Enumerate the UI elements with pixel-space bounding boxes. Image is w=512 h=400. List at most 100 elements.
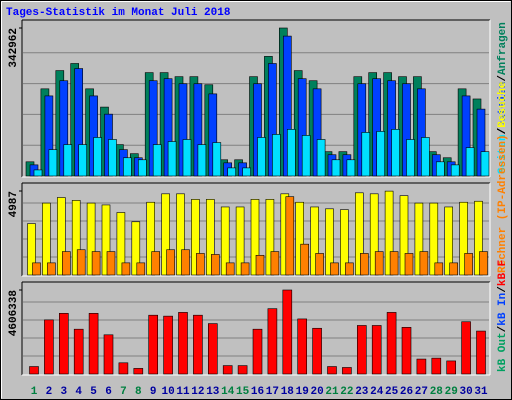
bar — [374, 251, 384, 276]
bar — [465, 147, 475, 177]
y-tick-label: 4606338 — [8, 290, 20, 337]
x-tick-label: 7 — [120, 386, 127, 398]
x-tick-label: 4 — [75, 386, 82, 398]
bar — [78, 144, 87, 177]
bar — [27, 223, 36, 276]
x-tick-label: 13 — [206, 386, 220, 398]
bar — [146, 201, 155, 276]
bar — [315, 253, 324, 276]
bar — [450, 164, 460, 177]
bar — [312, 327, 322, 375]
bar — [225, 262, 235, 276]
bar — [48, 149, 58, 177]
bar — [58, 313, 69, 375]
x-tick-label: 20 — [310, 386, 323, 398]
bar — [212, 142, 222, 177]
legend: Seiten/Dateien/Anfragen — [497, 22, 509, 174]
bar — [47, 262, 56, 276]
bar — [181, 249, 190, 276]
x-tick-label: 9 — [150, 386, 157, 398]
bar — [166, 249, 175, 276]
bar — [429, 202, 439, 276]
bar — [103, 334, 114, 375]
x-tick-label: 31 — [474, 386, 488, 398]
x-tick-label: 18 — [281, 386, 295, 398]
bar — [431, 357, 442, 375]
bar — [178, 312, 188, 375]
x-tick-label: 15 — [236, 386, 250, 398]
bar — [255, 254, 265, 276]
bar — [459, 201, 468, 276]
bar — [376, 131, 386, 177]
bar — [193, 314, 203, 375]
bar — [331, 159, 341, 177]
bar — [148, 314, 158, 375]
bar — [435, 161, 445, 177]
bar — [136, 262, 146, 276]
bar — [316, 139, 326, 177]
bar — [151, 251, 160, 276]
bar — [138, 159, 147, 177]
x-tick-label: 14 — [221, 386, 235, 398]
bar — [222, 365, 233, 375]
legend-entry: kB Out — [497, 332, 509, 372]
bar — [163, 315, 173, 375]
bar — [371, 325, 382, 375]
bar — [480, 151, 490, 177]
bar — [270, 251, 280, 276]
bar — [404, 253, 414, 276]
bar — [63, 144, 73, 177]
bar — [118, 362, 129, 375]
bar — [61, 251, 71, 276]
x-tick-label: 29 — [445, 386, 458, 398]
x-tick-label: 10 — [161, 386, 174, 398]
x-tick-label: 5 — [90, 386, 97, 398]
bar — [33, 169, 43, 177]
bar — [401, 327, 412, 375]
x-tick-label: 8 — [135, 386, 142, 398]
bar — [86, 202, 96, 276]
bar — [42, 202, 51, 276]
bar — [399, 195, 409, 276]
legend-entry: kB F — [497, 260, 509, 286]
bar — [421, 137, 430, 177]
bar — [242, 167, 251, 177]
bar — [123, 157, 132, 177]
bar — [252, 328, 263, 375]
bar — [346, 159, 356, 177]
bar — [310, 206, 319, 276]
bar — [116, 212, 126, 276]
bar — [93, 137, 102, 177]
bar — [359, 253, 369, 276]
legend-entry: Besuche — [497, 81, 509, 128]
bar — [476, 330, 486, 375]
bar — [414, 202, 424, 276]
bar — [131, 221, 141, 276]
bar — [206, 199, 215, 276]
bar — [342, 367, 352, 375]
bar — [444, 206, 454, 276]
bar — [386, 312, 397, 375]
legend-separator: / — [497, 75, 509, 82]
y-tick-label: 342962 — [8, 28, 20, 68]
legend: kB Out/kB In/kB F — [497, 260, 509, 372]
bar — [449, 262, 459, 276]
bar — [369, 193, 379, 276]
bar — [286, 129, 296, 177]
legend: Rechner (IP-Adressen)/Besuche — [497, 81, 509, 273]
bar — [354, 192, 364, 276]
bar — [434, 262, 444, 276]
bar — [267, 308, 278, 375]
bar — [265, 199, 275, 276]
bar — [300, 243, 310, 276]
x-tick-label: 28 — [430, 386, 444, 398]
bar — [133, 368, 144, 375]
x-tick-label: 3 — [60, 386, 67, 398]
x-tick-label: 23 — [355, 386, 369, 398]
bar — [345, 262, 354, 276]
legend-entry: Seiten — [497, 134, 509, 174]
bar — [182, 139, 192, 177]
bar — [176, 193, 185, 276]
bar — [29, 366, 39, 375]
bar — [101, 204, 111, 276]
